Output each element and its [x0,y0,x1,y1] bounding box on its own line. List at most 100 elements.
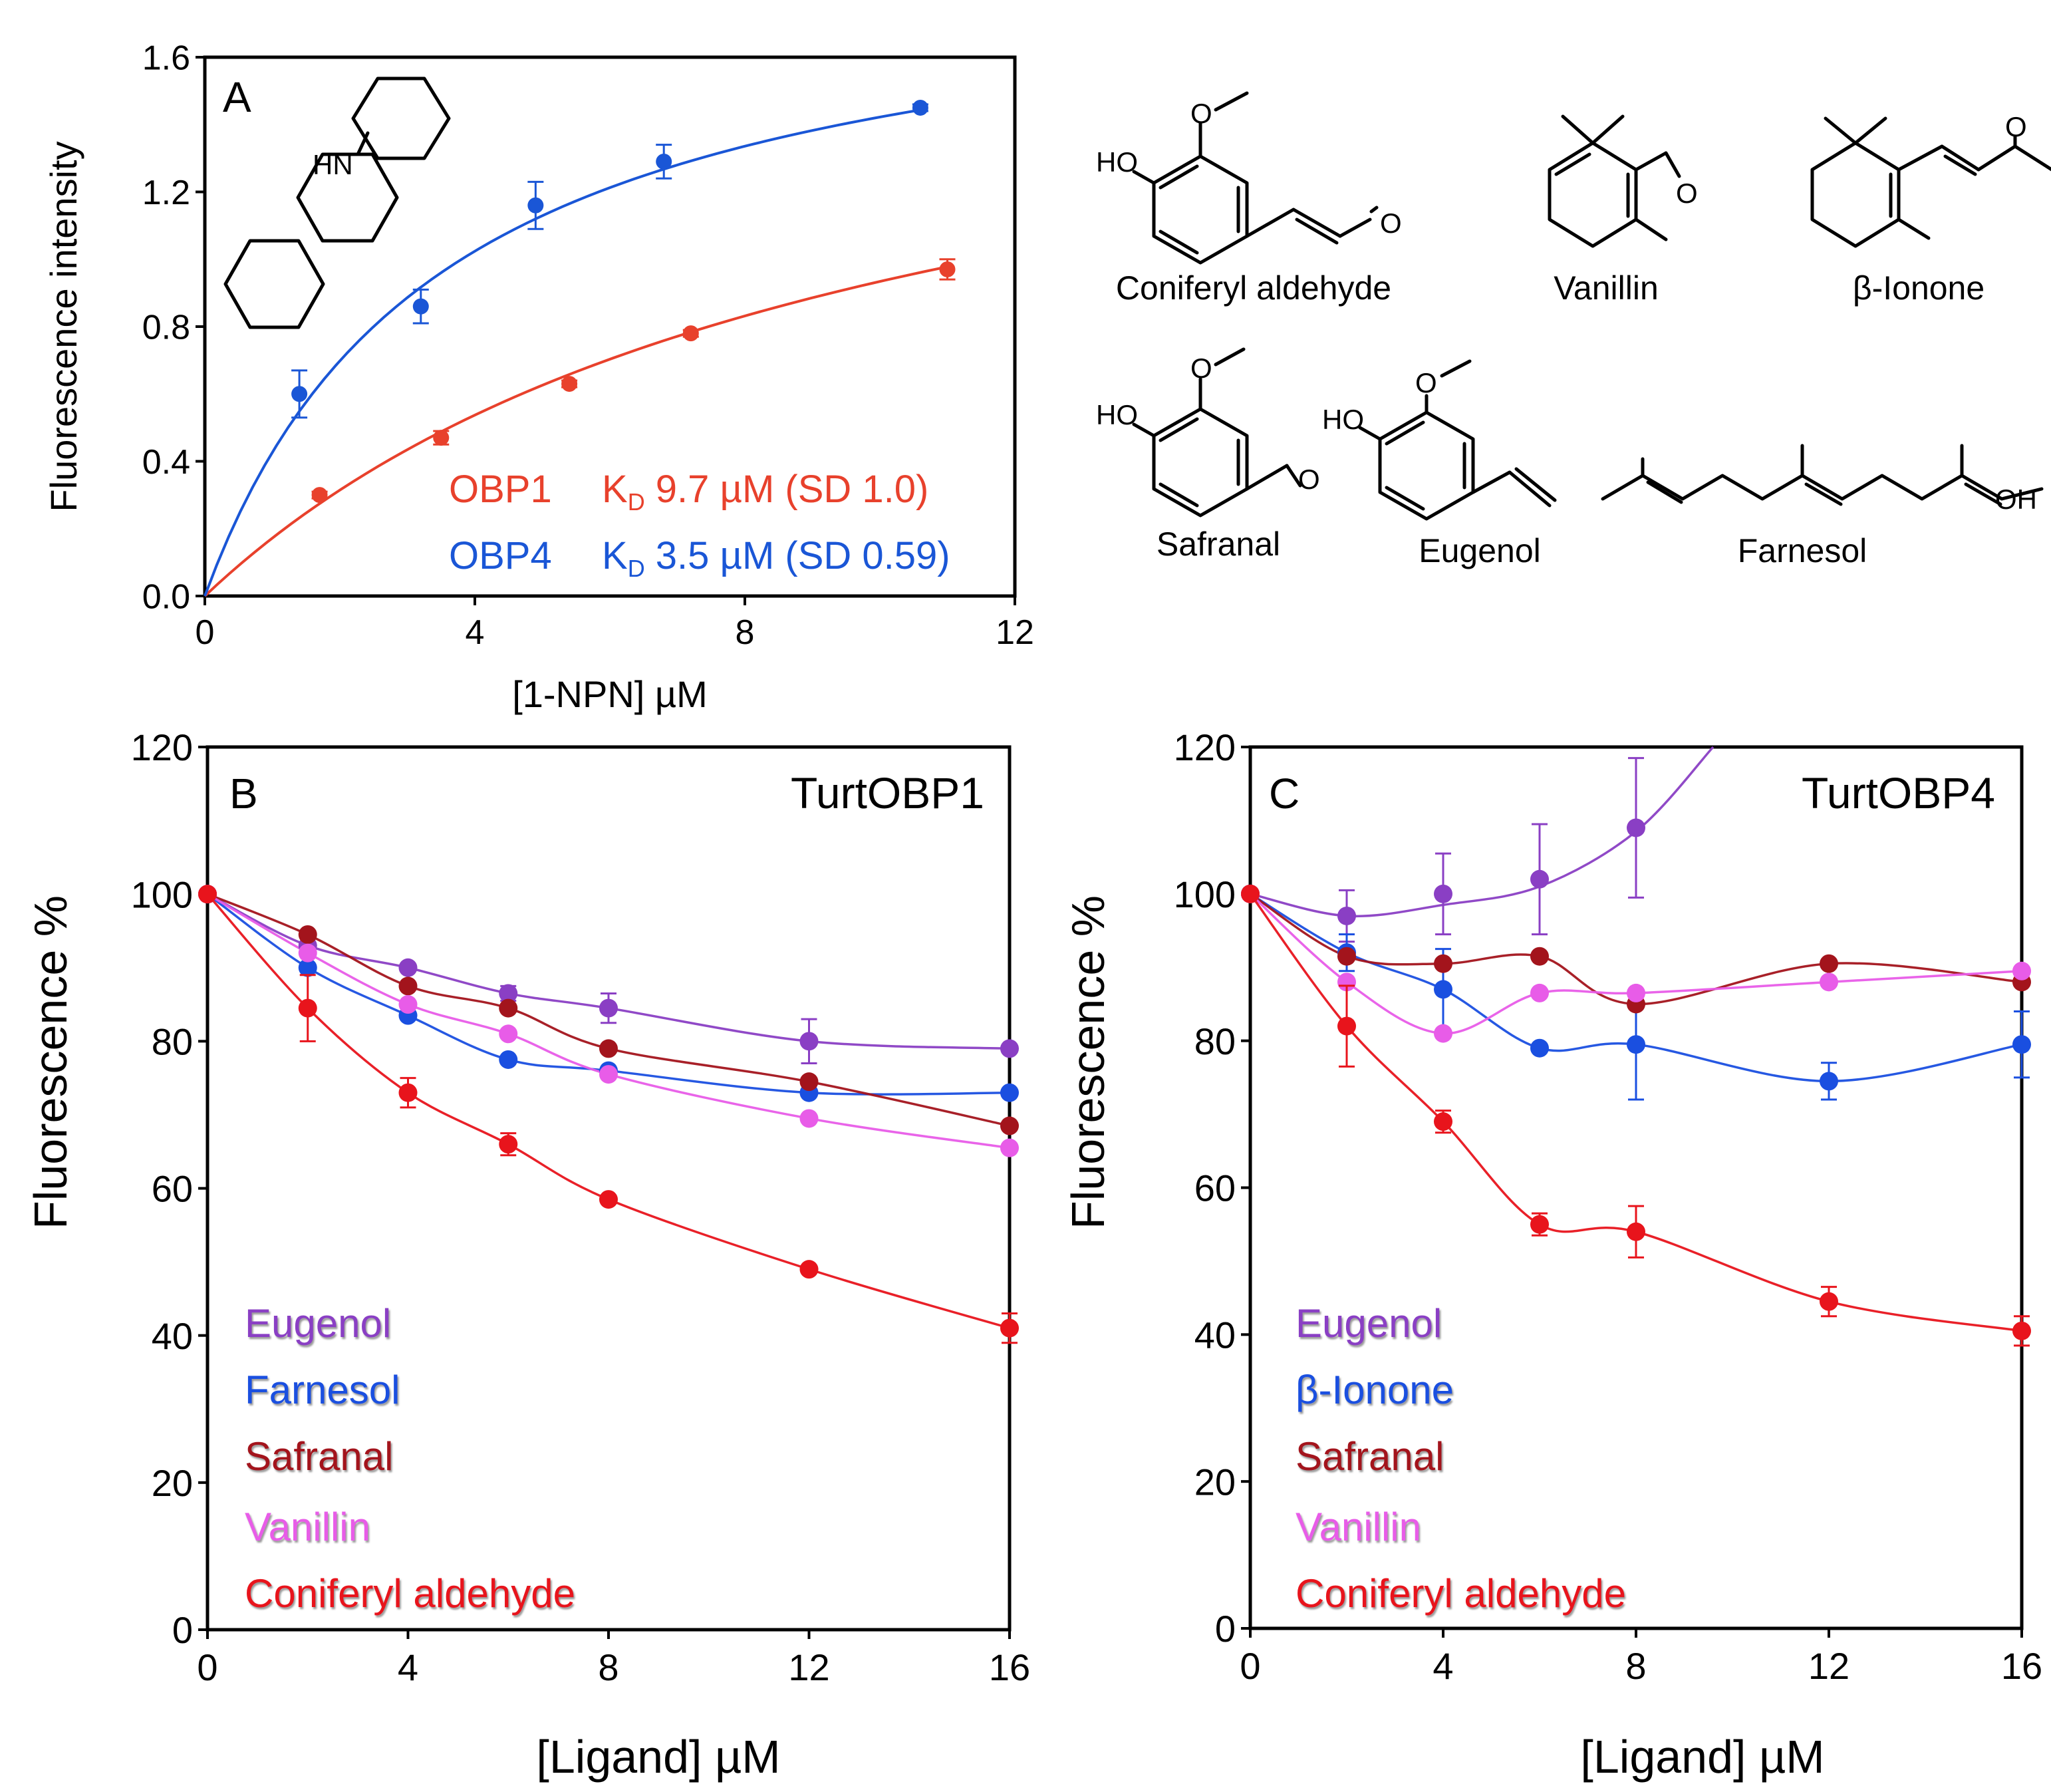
data-point-eugenol [799,1032,819,1051]
coniferyl-aldehyde-o-carbonyl: O [1380,208,1402,239]
panel-c-turtobp4: C TurtOBP4 0 4 8 12 16 0 20 40 60 80 100 120 Eugeno… [1062,726,2042,1783]
beta-ionone-o: O [2005,111,2027,142]
y-tick-label: 120 [131,726,193,768]
fit-curve-obp4 [204,108,921,597]
y-tick-label: 0.8 [142,309,190,347]
data-point-obp4 [527,197,544,214]
y-tick-label: 40 [1194,1314,1236,1356]
y-tick-label: 100 [1174,873,1236,915]
x-tick-label: 16 [989,1646,1030,1688]
data-point-safranal [1000,1116,1019,1135]
fit-curve-eugenol [1250,746,1714,918]
data-point-coniferyl-aldehyde [1530,1215,1549,1234]
panel-c-x-axis-label: [Ligand] µM [1580,1731,1824,1783]
data-point-safranal [1820,954,1838,973]
panel-a-plot-frame [203,55,1017,598]
y-tick-label: 20 [152,1462,193,1504]
panel-b-data-points [198,885,1019,1344]
fit-curve-coniferyl-aldehyde [206,893,1010,1330]
coniferyl-aldehyde-name: Coniferyl aldehyde [1116,269,1391,307]
data-point-coniferyl-aldehyde [198,885,217,904]
panel-b-x-axis-label: [Ligand] µM [536,1731,780,1783]
legend-shadow-coniferyl-aldehyde: Coniferyl aldehyde [1297,1573,1627,1618]
legend-label-coniferyl-aldehyde: Coniferyl aldehyde [1296,1571,1626,1616]
data-point-obp1 [311,487,328,504]
data-point-obp1 [682,325,699,342]
y-tick-label: 0 [172,1609,193,1651]
data-point-vanillin [1627,983,1645,1002]
beta-ionone-name: β-Ionone [1853,269,1984,307]
x-tick-label: 12 [996,613,1034,652]
data-point-coniferyl-aldehyde [1820,1292,1838,1311]
y-tick-label: 1.2 [142,174,190,212]
safranal-structure [1132,347,1302,518]
data-point-eugenol [1627,818,1645,837]
y-tick-label: 60 [1194,1167,1236,1209]
panel-a-axes: 0 4 8 12 0.0 0.4 0.8 1.2 1.6 [142,39,1034,652]
coniferyl-aldehyde-ho: HO [1096,146,1138,178]
y-tick-label: 120 [1174,726,1236,768]
npn-nh-label: HN [313,149,353,180]
x-tick-label: 4 [466,613,485,652]
legend-shadow-coniferyl-aldehyde: Coniferyl aldehyde [246,1573,577,1618]
farnesol-name: Farnesol [1738,532,1867,569]
farnesol-structure [1601,444,2044,506]
y-tick-label: 1.6 [142,39,190,78]
obp1-label: OBP1 [449,468,552,511]
data-point-obp4 [412,298,429,315]
data-point-safranal [1434,954,1452,973]
obp1-kd-text: KD 9.7 µM (SD 1.0) [602,468,928,516]
legend-shadow-eugenol: Eugenol [246,1303,392,1348]
legend-label-coniferyl-aldehyde: Coniferyl aldehyde [245,1571,575,1616]
data-point-coniferyl-aldehyde [1434,1112,1452,1131]
panel-a-y-axis-label: Fluorescence intensity [43,141,84,512]
panel-c-data-points [1241,757,2031,1347]
panel-c-legend: EugenolEugenolβ-Iononeβ-IononeSafranalSa… [1296,1301,1627,1618]
data-point-coniferyl-aldehyde [1000,1318,1019,1338]
x-tick-label: 4 [1433,1645,1453,1687]
data-point-obp1 [433,430,450,446]
data-point-coniferyl-aldehyde [599,1190,618,1209]
panel-a-letter: A [223,73,251,121]
panel-a-data-points [291,99,956,504]
y-tick-label: 0.4 [142,443,190,482]
panel-b-fit-curves [206,893,1010,1330]
x-tick-label: 12 [1808,1645,1849,1687]
data-point-vanillin [2012,961,2031,980]
data-point-vanillin [499,1024,518,1044]
data-point-eugenol [1434,884,1452,903]
data-point-vanillin [599,1065,618,1084]
data-point-vanillin [1434,1024,1452,1043]
y-tick-label: 20 [1194,1461,1236,1503]
data-point-coniferyl-aldehyde [1241,884,1260,903]
data-point-eugenol [1000,1039,1019,1058]
legend-shadow-vanillin: Vanillin [246,1507,372,1551]
panel-b-title: TurtOBP1 [791,768,984,818]
eugenol-o: O [1415,367,1437,398]
data-point-ionone [1627,1035,1645,1054]
y-tick-label: 0 [1215,1608,1236,1650]
x-tick-label: 16 [2001,1645,2042,1687]
x-tick-label: 12 [788,1646,829,1688]
data-point-obp1 [561,376,578,392]
fit-curve-eugenol [207,893,1010,1050]
panel-c-title: TurtOBP4 [1802,768,1995,818]
legend-shadow-vanillin: Vanillin [1297,1507,1423,1551]
legend-shadow-eugenol: Eugenol [1297,1303,1443,1348]
farnesol-oh: OH [1995,484,2037,515]
coniferyl-aldehyde-o-methoxy: O [1190,98,1212,129]
data-point-obp4 [912,99,928,116]
data-point-coniferyl-aldehyde [799,1260,819,1279]
data-point-obp4 [656,153,672,170]
data-point-coniferyl-aldehyde [1337,1016,1356,1036]
data-point-safranal [599,1039,618,1058]
data-point-coniferyl-aldehyde [2012,1321,2031,1340]
data-point-vanillin [298,943,317,963]
panel-c-axes: 0 4 8 12 16 0 20 40 60 80 100 120 [1174,726,2043,1687]
legend-shadow-safranal: Safranal [246,1436,394,1481]
legend-label-ionone: β-Ionone [1296,1368,1454,1412]
vanillin-name: Vanillin [1554,269,1659,307]
panel-c-letter: C [1269,770,1299,818]
obp4-kd-text: KD 3.5 µM (SD 0.59) [602,534,950,582]
y-tick-label: 60 [152,1168,193,1210]
